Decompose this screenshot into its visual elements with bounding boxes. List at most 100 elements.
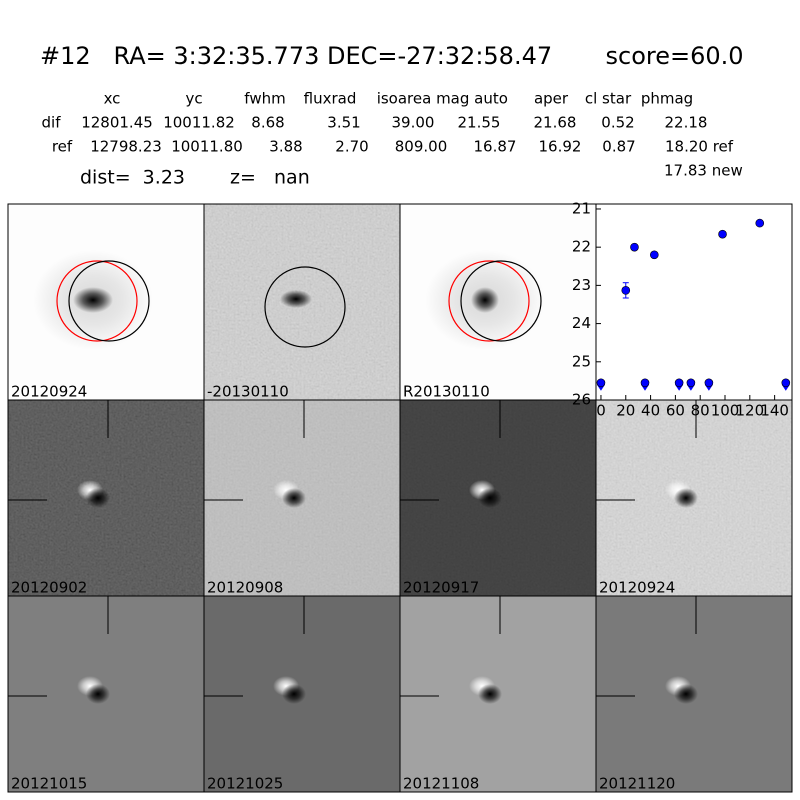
panel-label: 20121025 xyxy=(207,775,283,793)
table-cell: 16.92 xyxy=(539,138,582,156)
table-cell: 0.52 xyxy=(601,114,634,132)
table-extra: 17.83 new xyxy=(664,162,743,180)
y-tick-label: 26 xyxy=(572,391,591,409)
table-cell: 12798.23 xyxy=(90,138,162,156)
x-tick-label: 60 xyxy=(666,402,685,420)
source-black xyxy=(86,684,110,704)
y-tick-label: 25 xyxy=(572,352,591,370)
image xyxy=(8,596,204,792)
data-point xyxy=(674,378,684,388)
panel-label: 20121108 xyxy=(403,775,479,793)
x-tick-label: 140 xyxy=(760,402,789,420)
data-point xyxy=(781,378,791,388)
data-point xyxy=(650,250,659,260)
source-black xyxy=(478,684,502,704)
panel-label: 20120924 xyxy=(11,383,87,401)
column-header: cl star xyxy=(585,90,632,108)
x-tick-label: 0 xyxy=(596,402,606,420)
table-cell: 22.18 xyxy=(665,114,708,132)
table-cell: 12801.45 xyxy=(81,114,153,132)
table-cell: 809.00 xyxy=(395,138,448,156)
new-circle xyxy=(68,260,150,342)
column-header: aper xyxy=(534,90,569,108)
image-panel: 20120902 xyxy=(7,399,205,597)
table-cell: 10011.80 xyxy=(171,138,243,156)
panel-label: 20120902 xyxy=(11,579,87,597)
table-cell: 10011.82 xyxy=(163,114,235,132)
source-black xyxy=(282,684,306,704)
table-cell: 2.70 xyxy=(335,138,368,156)
table-cell: 21.68 xyxy=(534,114,577,132)
new-circle xyxy=(264,266,346,348)
image-panel: 20121108 xyxy=(399,595,597,793)
source xyxy=(280,290,312,308)
y-tick-label: 23 xyxy=(572,276,591,294)
image xyxy=(204,400,400,596)
data-point xyxy=(640,378,650,388)
table-cell: 3.88 xyxy=(269,138,302,156)
column-header: fwhm xyxy=(244,90,285,108)
image xyxy=(204,204,400,400)
image-panel: 20120917 xyxy=(399,399,597,597)
table-cell: 21.55 xyxy=(458,114,501,132)
source-black xyxy=(478,488,502,508)
source-black xyxy=(86,488,110,508)
redshift: z= nan xyxy=(230,167,310,189)
panel-label: 20121120 xyxy=(599,775,675,793)
ref-circle xyxy=(448,260,530,342)
ref-circle xyxy=(56,260,138,342)
image-panel: 20121015 xyxy=(7,595,205,793)
data-point xyxy=(718,229,727,239)
table-cell: 16.87 xyxy=(474,138,517,156)
source-black xyxy=(282,488,306,508)
x-tick-label: 20 xyxy=(616,402,635,420)
image-panel: R20130110 xyxy=(399,203,597,401)
row-label: dif xyxy=(42,114,62,132)
data-point xyxy=(686,378,696,388)
data-point xyxy=(621,286,631,295)
image xyxy=(204,596,400,792)
x-tick-label: 80 xyxy=(691,402,710,420)
column-header: xc xyxy=(104,90,121,108)
table-cell: 18.20 ref xyxy=(665,138,734,156)
image xyxy=(8,400,204,596)
panel-label: 20120908 xyxy=(207,579,283,597)
y-tick-label: 22 xyxy=(572,238,591,256)
image xyxy=(400,400,596,596)
source xyxy=(73,287,113,313)
source-black xyxy=(674,488,698,508)
x-tick-label: 100 xyxy=(711,402,740,420)
table-cell: 0.87 xyxy=(602,138,635,156)
image-panel: 20120924 xyxy=(7,203,205,401)
panel-label: -20130110 xyxy=(207,383,289,401)
column-header: fluxrad xyxy=(304,90,357,108)
table-cell: 8.68 xyxy=(251,114,284,132)
image-panel: -20130110 xyxy=(203,203,401,401)
image-panel: 20121025 xyxy=(203,595,401,793)
x-tick-label: 40 xyxy=(641,402,660,420)
title: #12 RA= 3:32:35.773 DEC=-27:32:58.47 sco… xyxy=(40,42,744,70)
column-header: yc xyxy=(185,90,202,108)
panel-label: 20121015 xyxy=(11,775,87,793)
panel-label: R20130110 xyxy=(403,383,490,401)
image-panel: 20120908 xyxy=(203,399,401,597)
chart-bg xyxy=(595,203,793,401)
image xyxy=(400,204,596,400)
row-label: ref xyxy=(52,138,73,156)
data-point xyxy=(755,218,765,228)
new-circle xyxy=(460,260,542,342)
column-header: mag auto xyxy=(436,90,508,108)
panel-label: 20120924 xyxy=(599,579,675,597)
dist: dist= 3.23 xyxy=(80,167,185,189)
column-header: isoarea xyxy=(377,90,432,108)
source-black xyxy=(674,684,698,704)
data-point xyxy=(704,378,714,388)
image xyxy=(596,596,792,792)
image-panel: 20120924 xyxy=(595,399,793,597)
column-header: phmag xyxy=(641,90,693,108)
data-point xyxy=(596,378,606,388)
table-cell: 39.00 xyxy=(392,114,435,132)
image xyxy=(8,204,204,400)
data-point xyxy=(630,242,639,252)
